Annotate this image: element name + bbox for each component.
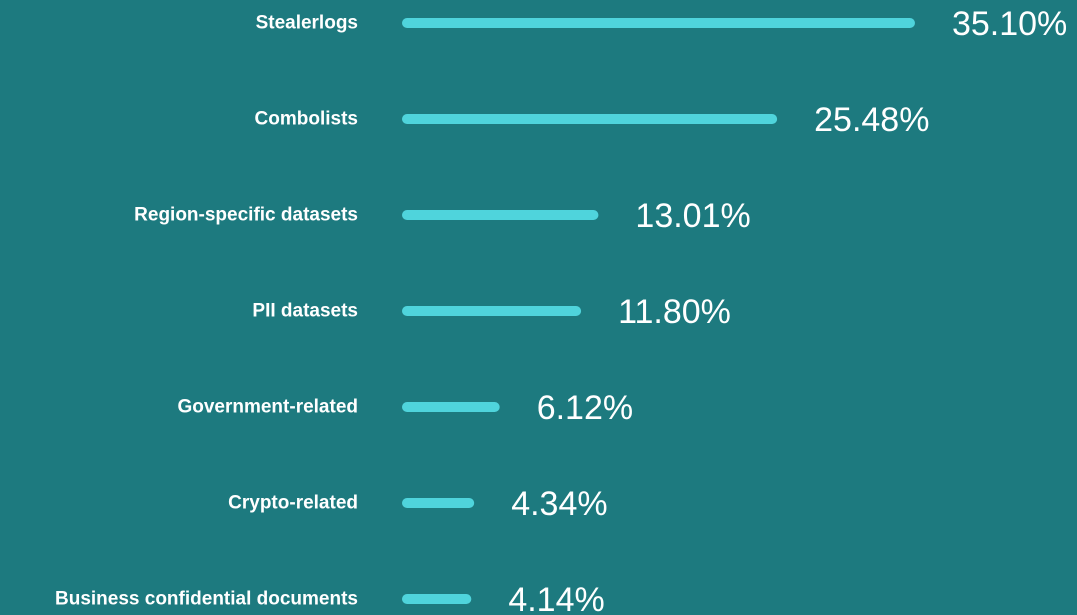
- category-label: Government-related: [177, 397, 358, 418]
- category-label: Combolists: [255, 109, 358, 130]
- value-label: 25.48%: [814, 101, 929, 139]
- value-label: 11.80%: [618, 293, 731, 331]
- category-label: Stealerlogs: [256, 13, 358, 34]
- category-label: Business confidential documents: [55, 589, 358, 610]
- value-label: 6.12%: [537, 389, 633, 427]
- value-label: 4.34%: [511, 485, 607, 523]
- category-label: PII datasets: [252, 301, 358, 322]
- value-label: 4.14%: [508, 581, 604, 615]
- category-label: Region-specific datasets: [134, 205, 358, 226]
- category-label: Crypto-related: [228, 493, 358, 514]
- value-label: 13.01%: [635, 197, 750, 235]
- value-label: 35.10%: [952, 5, 1067, 43]
